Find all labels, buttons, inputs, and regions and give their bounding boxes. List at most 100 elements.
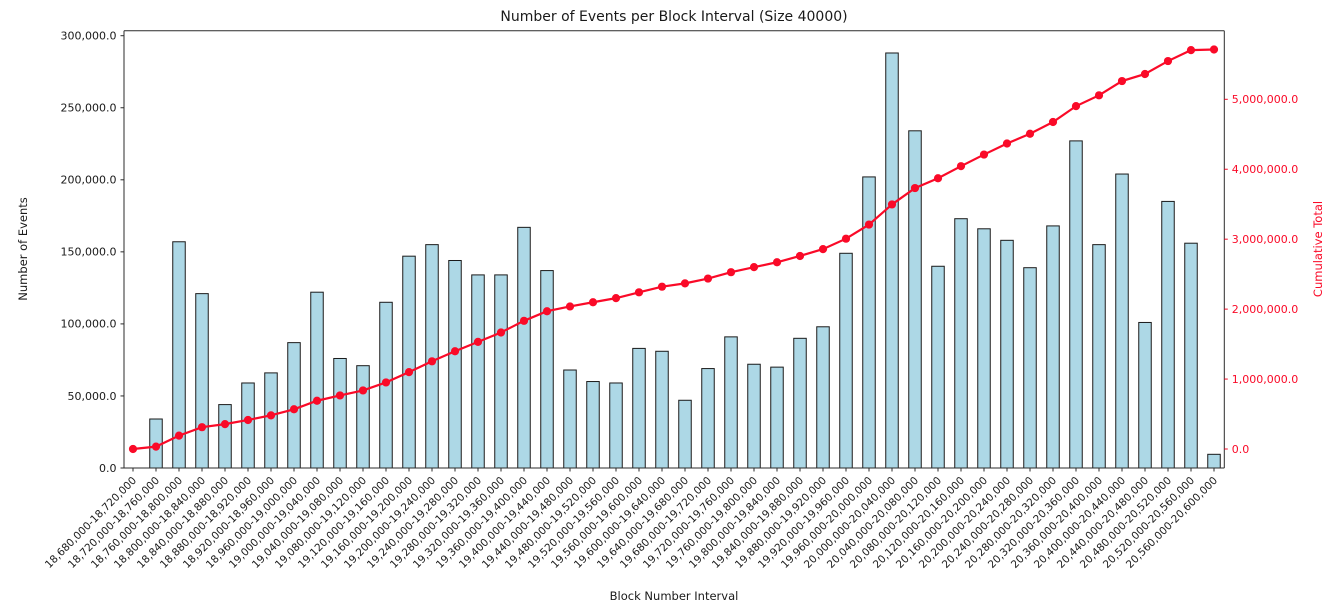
cumulative-point — [197, 423, 207, 432]
cumulative-point — [289, 405, 299, 414]
bar — [1138, 321, 1152, 469]
bar — [908, 130, 922, 469]
bar — [839, 252, 853, 469]
bar — [1092, 244, 1106, 469]
y-axis-left-title: Number of Events — [16, 197, 30, 301]
cumulative-point — [404, 368, 414, 377]
cumulative-point — [726, 268, 736, 277]
cumulative-point — [565, 302, 575, 311]
bar — [425, 244, 439, 469]
cumulative-point — [473, 337, 483, 346]
cumulative-point — [1117, 76, 1127, 86]
cumulative-point — [519, 316, 529, 325]
cumulative-point — [772, 258, 782, 267]
cumulative-point — [243, 415, 253, 425]
y-left-tick-label: 50,000.0 — [68, 390, 117, 403]
bar — [931, 265, 945, 469]
plot-spines — [123, 30, 1225, 469]
bar — [1184, 242, 1198, 469]
bar — [264, 372, 278, 469]
chart-title: Number of Events per Block Interval (Siz… — [500, 9, 847, 25]
bar — [218, 404, 232, 469]
bar — [632, 347, 646, 469]
bars-series — [149, 52, 1221, 469]
bar — [333, 357, 347, 469]
y-right-tick-label: 3,000,000.0 — [1232, 233, 1298, 246]
cumulative-point — [381, 378, 391, 387]
cumulative-point — [312, 396, 322, 405]
bar — [977, 228, 991, 469]
cumulative-point — [1186, 46, 1196, 55]
y-left-tick-label: 200,000.0 — [61, 174, 117, 187]
cumulative-point — [979, 150, 989, 159]
y-left-tick-label: 250,000.0 — [61, 102, 117, 115]
cumulative-point — [611, 294, 621, 303]
bar — [402, 255, 416, 469]
cumulative-point — [496, 328, 506, 337]
y-axis-left-ticks: 0.0 50,000.0 100,000.0 150,000.0 200,000.0 25… — [61, 30, 124, 475]
bar — [1069, 140, 1083, 469]
plot-area: 0.0 50,000.0 100,000.0 150,000.0 200,000.0 25… — [43, 30, 1298, 571]
bar — [1000, 239, 1014, 469]
cumulative-point — [1209, 45, 1219, 54]
bar — [885, 52, 899, 469]
y-left-tick-label: 0.0 — [99, 462, 117, 475]
cumulative-point — [542, 307, 552, 316]
cumulative-point — [1163, 56, 1173, 66]
bar — [494, 274, 508, 469]
cumulative-point — [910, 183, 920, 193]
cumulative-point — [634, 288, 644, 297]
bar — [241, 382, 255, 469]
cumulative-line-series — [128, 45, 1219, 454]
cumulative-point — [1071, 102, 1081, 111]
y-axis-right-ticks: 0.0 1,000,000.0 2,000,000.0 3,000,000.0 4,00… — [1224, 93, 1298, 456]
cumulative-point — [1048, 117, 1058, 127]
cumulative-point — [266, 411, 276, 420]
cumulative-point — [1094, 91, 1104, 100]
cumulative-point — [174, 431, 184, 440]
bar — [954, 218, 968, 469]
cumulative-point — [220, 420, 230, 429]
bar — [356, 365, 370, 469]
cumulative-point — [933, 174, 943, 183]
y-left-tick-label: 300,000.0 — [61, 30, 117, 43]
cumulative-point — [956, 162, 966, 171]
y-axis-right-title: Cumulative Total — [1311, 201, 1325, 297]
bar — [1207, 453, 1221, 469]
bar — [517, 226, 531, 469]
cumulative-point — [128, 444, 138, 454]
bar — [678, 399, 692, 469]
bar — [1161, 200, 1175, 469]
cumulative-point — [427, 357, 437, 366]
cumulative-point — [795, 251, 805, 261]
cumulative-point — [657, 282, 667, 291]
cumulative-point — [1025, 129, 1035, 138]
bar — [770, 366, 784, 469]
cumulative-point — [818, 245, 828, 254]
y-left-tick-label: 100,000.0 — [61, 318, 117, 331]
cumulative-point — [841, 234, 851, 243]
cumulative-point — [749, 263, 759, 272]
bar — [195, 293, 209, 469]
y-right-tick-label: 2,000,000.0 — [1232, 303, 1298, 316]
bar — [563, 369, 577, 469]
bar — [609, 382, 623, 469]
cumulative-point — [887, 200, 897, 209]
bar — [793, 337, 807, 469]
y-right-tick-label: 0.0 — [1232, 443, 1250, 456]
cumulative-point — [450, 347, 460, 356]
bar — [724, 336, 738, 469]
y-right-tick-label: 5,000,000.0 — [1232, 93, 1298, 106]
bar — [1023, 267, 1037, 469]
bar — [586, 381, 600, 469]
cumulative-point — [335, 391, 345, 400]
bar — [540, 270, 554, 469]
cumulative-point — [703, 274, 713, 283]
x-axis-title: Block Number Interval — [610, 589, 739, 603]
bar — [310, 291, 324, 469]
bar — [701, 368, 715, 469]
bar — [655, 350, 669, 469]
bar — [1046, 225, 1060, 469]
